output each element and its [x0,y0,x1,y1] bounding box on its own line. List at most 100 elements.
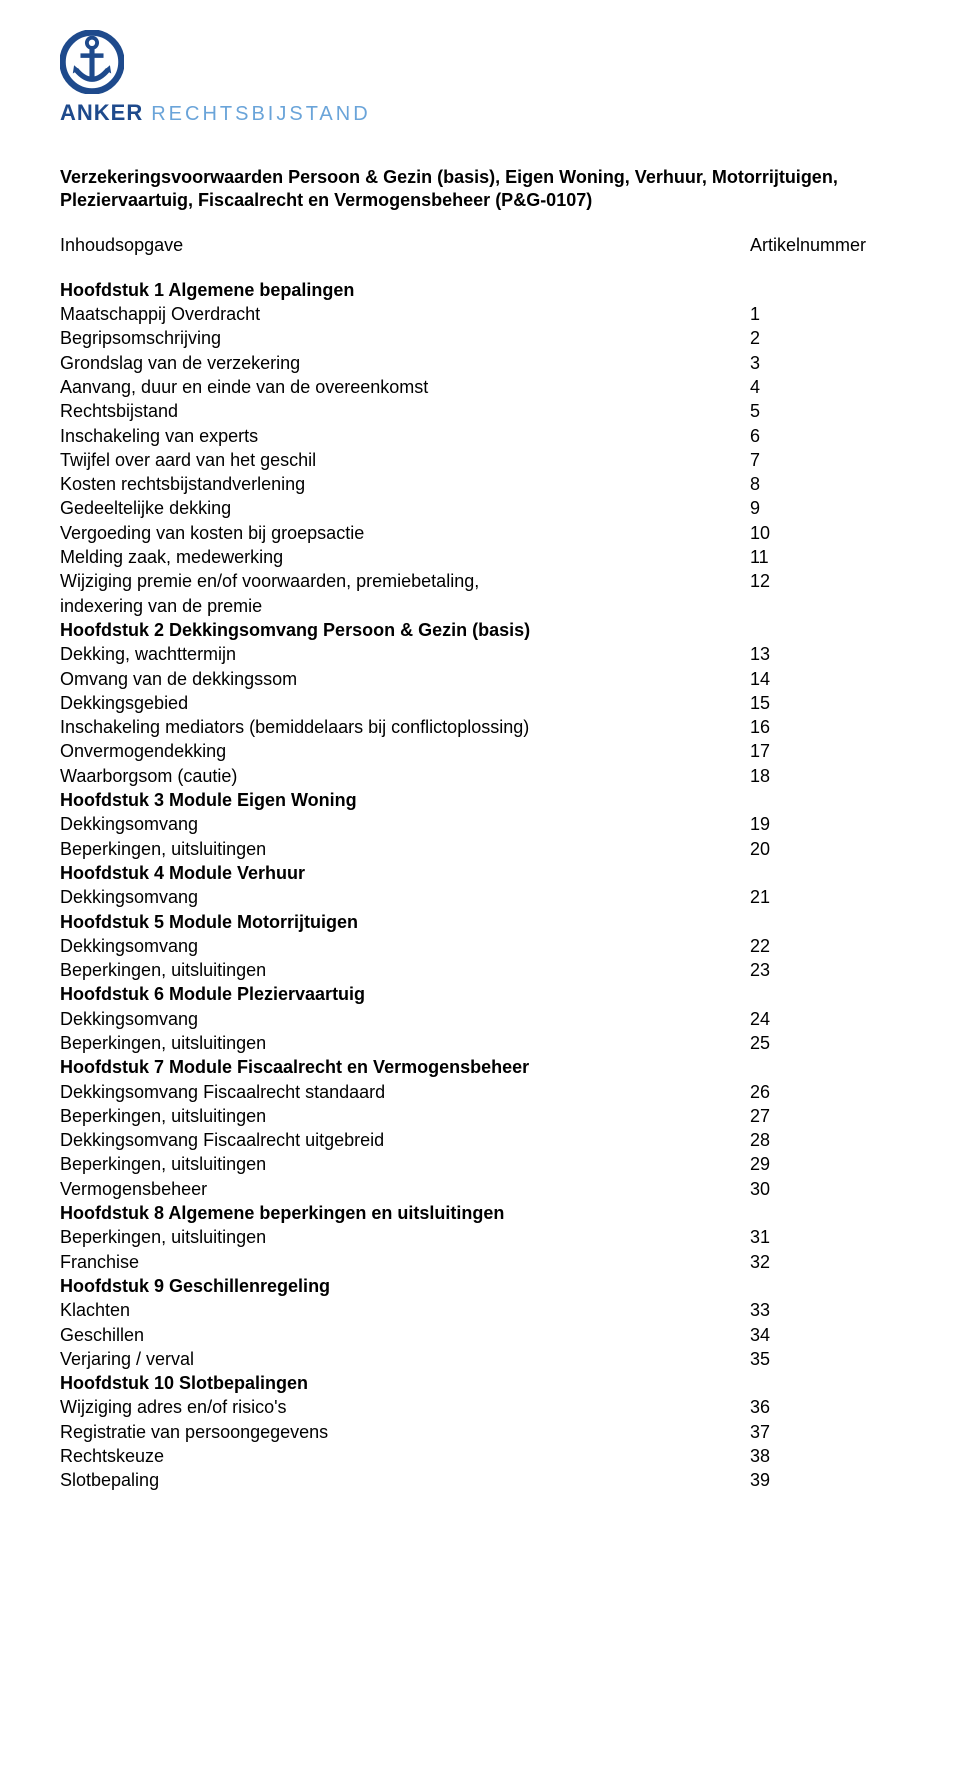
toc-row: Beperkingen, uitsluitingen29 [60,1152,900,1176]
toc-entry-number: 31 [750,1225,900,1249]
toc-entry-label: indexering van de premie [60,594,750,618]
toc-row: Dekkingsgebied15 [60,691,900,715]
toc-entry-label: Verjaring / verval [60,1347,750,1371]
toc-entry-number [750,594,900,618]
toc-entry-number: 21 [750,885,900,909]
toc-row: Dekkingsomvang24 [60,1007,900,1031]
toc-row: Dekkingsomvang19 [60,812,900,836]
toc-entry-label: Slotbepaling [60,1468,750,1492]
anchor-icon [60,30,124,94]
toc-row: Slotbepaling39 [60,1468,900,1492]
table-of-contents: Hoofdstuk 1 Algemene bepalingenMaatschap… [60,278,900,1493]
document-title: Verzekeringsvoorwaarden Persoon & Gezin … [60,166,900,213]
toc-row: Kosten rechtsbijstandverlening8 [60,472,900,496]
toc-entry-number: 4 [750,375,900,399]
toc-entry-label: Beperkingen, uitsluitingen [60,958,750,982]
toc-entry-number [750,910,900,934]
toc-row: Hoofdstuk 8 Algemene beperkingen en uits… [60,1201,900,1225]
toc-row: Dekking, wachttermijn13 [60,642,900,666]
toc-row: Dekkingsomvang Fiscaalrecht uitgebreid28 [60,1128,900,1152]
toc-entry-number: 15 [750,691,900,715]
toc-entry-number: 35 [750,1347,900,1371]
toc-entry-number: 11 [750,545,900,569]
toc-entry-number: 29 [750,1152,900,1176]
toc-entry-number [750,1055,900,1079]
toc-entry-label: Omvang van de dekkingssom [60,667,750,691]
toc-entry-label: Dekkingsomvang [60,934,750,958]
toc-entry-label: Beperkingen, uitsluitingen [60,1104,750,1128]
toc-entry-number: 1 [750,302,900,326]
toc-section-heading: Hoofdstuk 4 Module Verhuur [60,861,750,885]
toc-row: Maatschappij Overdracht1 [60,302,900,326]
toc-section-heading: Hoofdstuk 1 Algemene bepalingen [60,278,750,302]
toc-entry-label: Inschakeling mediators (bemiddelaars bij… [60,715,750,739]
toc-entry-number: 34 [750,1323,900,1347]
toc-row: Grondslag van de verzekering3 [60,351,900,375]
toc-header-left: Inhoudsopgave [60,235,183,256]
toc-row: Hoofdstuk 6 Module Pleziervaartuig [60,982,900,1006]
toc-row: Aanvang, duur en einde van de overeenkom… [60,375,900,399]
toc-row: Hoofdstuk 2 Dekkingsomvang Persoon & Gez… [60,618,900,642]
toc-section-heading: Hoofdstuk 5 Module Motorrijtuigen [60,910,750,934]
toc-entry-number: 32 [750,1250,900,1274]
toc-entry-number: 39 [750,1468,900,1492]
toc-entry-number: 37 [750,1420,900,1444]
toc-section-heading: Hoofdstuk 10 Slotbepalingen [60,1371,750,1395]
toc-row: Beperkingen, uitsluitingen31 [60,1225,900,1249]
toc-entry-number: 28 [750,1128,900,1152]
toc-entry-label: Rechtsbijstand [60,399,750,423]
toc-entry-number: 26 [750,1080,900,1104]
toc-section-heading: Hoofdstuk 9 Geschillenregeling [60,1274,750,1298]
toc-entry-label: Wijziging adres en/of risico's [60,1395,750,1419]
toc-entry-label: Twijfel over aard van het geschil [60,448,750,472]
toc-entry-label: Vergoeding van kosten bij groepsactie [60,521,750,545]
toc-row: Hoofdstuk 5 Module Motorrijtuigen [60,910,900,934]
toc-entry-number: 19 [750,812,900,836]
toc-entry-number: 6 [750,424,900,448]
toc-row: Rechtskeuze38 [60,1444,900,1468]
toc-section-heading: Hoofdstuk 3 Module Eigen Woning [60,788,750,812]
toc-entry-label: Onvermogendekking [60,739,750,763]
toc-row: Wijziging premie en/of voorwaarden, prem… [60,569,900,593]
toc-entry-number: 2 [750,326,900,350]
toc-row: Verjaring / verval35 [60,1347,900,1371]
toc-entry-number: 24 [750,1007,900,1031]
toc-row: Hoofdstuk 7 Module Fiscaalrecht en Vermo… [60,1055,900,1079]
toc-entry-label: Vermogensbeheer [60,1177,750,1201]
toc-row: Hoofdstuk 4 Module Verhuur [60,861,900,885]
logo-brand: ANKER [60,100,143,126]
toc-entry-label: Franchise [60,1250,750,1274]
toc-entry-number: 14 [750,667,900,691]
toc-row: Onvermogendekking17 [60,739,900,763]
toc-entry-number: 8 [750,472,900,496]
toc-entry-number: 18 [750,764,900,788]
toc-entry-number: 30 [750,1177,900,1201]
toc-entry-label: Beperkingen, uitsluitingen [60,1031,750,1055]
toc-entry-number [750,618,900,642]
toc-row: Inschakeling mediators (bemiddelaars bij… [60,715,900,739]
toc-row: Omvang van de dekkingssom14 [60,667,900,691]
toc-entry-label: Geschillen [60,1323,750,1347]
toc-row: Beperkingen, uitsluitingen20 [60,837,900,861]
toc-row: Melding zaak, medewerking11 [60,545,900,569]
toc-entry-number [750,788,900,812]
toc-entry-label: Maatschappij Overdracht [60,302,750,326]
toc-entry-number: 20 [750,837,900,861]
toc-section-heading: Hoofdstuk 2 Dekkingsomvang Persoon & Gez… [60,618,750,642]
toc-entry-number: 5 [750,399,900,423]
toc-row: Geschillen34 [60,1323,900,1347]
toc-row: Wijziging adres en/of risico's36 [60,1395,900,1419]
toc-row: Twijfel over aard van het geschil7 [60,448,900,472]
toc-entry-number: 13 [750,642,900,666]
toc-row: indexering van de premie [60,594,900,618]
toc-entry-number: 3 [750,351,900,375]
toc-entry-number: 16 [750,715,900,739]
toc-row: Franchise32 [60,1250,900,1274]
toc-row: Inschakeling van experts6 [60,424,900,448]
toc-section-heading: Hoofdstuk 8 Algemene beperkingen en uits… [60,1201,750,1225]
toc-entry-number: 12 [750,569,900,593]
toc-entry-number: 22 [750,934,900,958]
toc-entry-number [750,278,900,302]
toc-row: Hoofdstuk 1 Algemene bepalingen [60,278,900,302]
toc-entry-label: Dekkingsomvang [60,812,750,836]
